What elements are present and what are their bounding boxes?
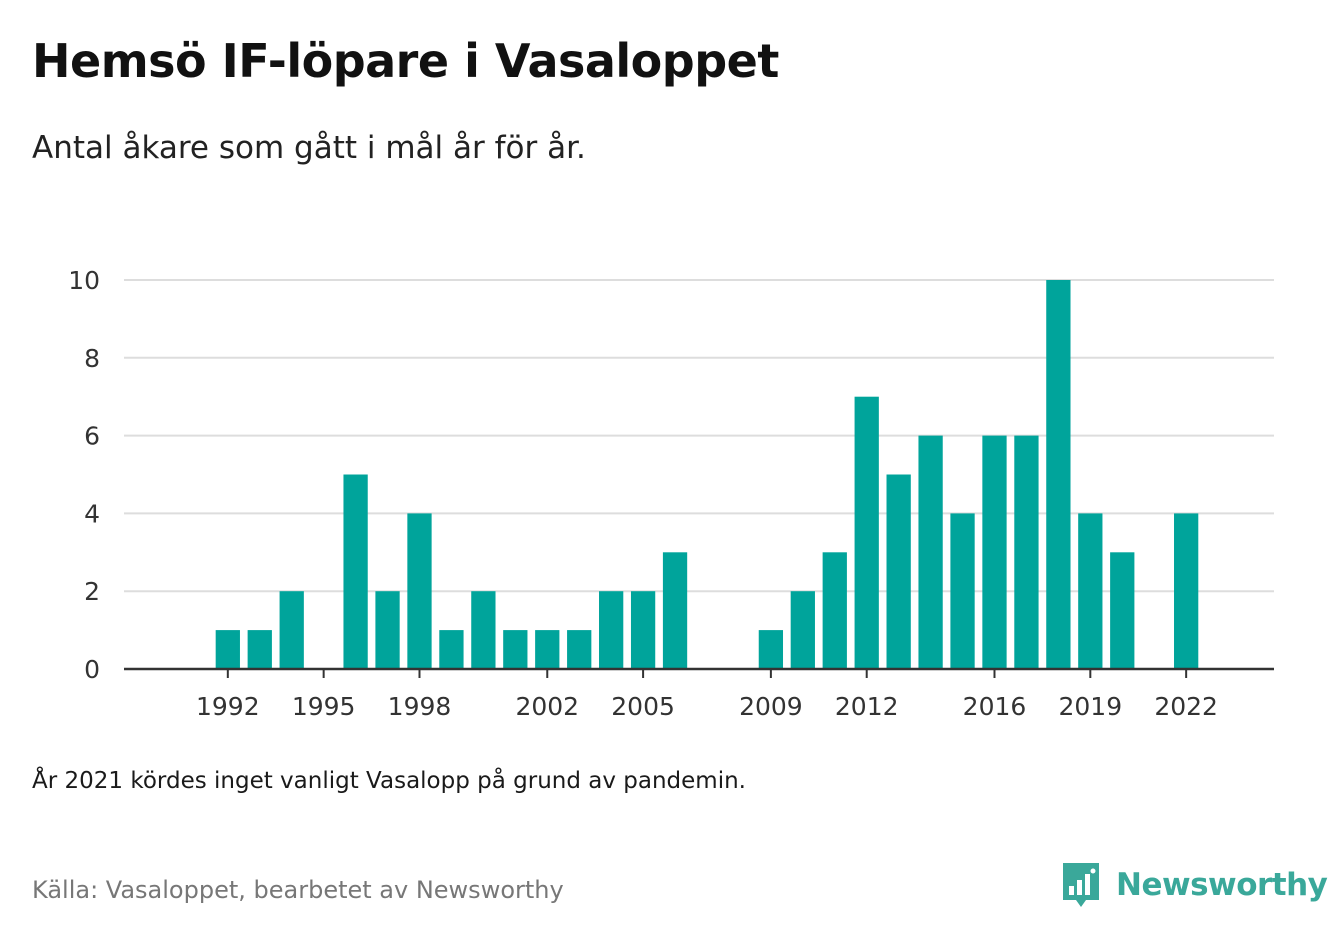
y-tick-label: 6	[84, 422, 100, 451]
bar-2000	[471, 591, 496, 669]
bar-2022	[1174, 513, 1199, 669]
chart-title: Hemsö IF-löpare i Vasaloppet	[32, 34, 779, 88]
bar-2012	[854, 396, 879, 669]
bar-1998	[407, 513, 432, 669]
bar-1997	[375, 591, 400, 669]
bar-2001	[503, 630, 528, 669]
source-text: Källa: Vasaloppet, bearbetet av Newswort…	[32, 876, 564, 904]
x-axis: 1992 1995 1998 2002 2005 2009 2012 2016 2019 2022	[124, 667, 1274, 721]
brand-name: Newsworthy	[1116, 867, 1328, 903]
bar-2005	[630, 591, 656, 669]
bar-2011	[822, 552, 847, 669]
x-tick-label: 2005	[611, 692, 675, 721]
bar-2006	[662, 552, 688, 669]
y-tick-label: 0	[84, 655, 100, 684]
bar-2004	[599, 591, 624, 669]
bar-2020	[1110, 552, 1135, 669]
y-tick-label: 8	[84, 344, 100, 373]
bar-2009	[758, 630, 784, 669]
y-tick-label: 10	[68, 266, 100, 295]
newsworthy-logo-icon	[1063, 863, 1099, 907]
bar-2002	[535, 630, 560, 669]
bar-2014	[918, 435, 943, 669]
newsworthy-logo[interactable]: Newsworthy	[1060, 860, 1328, 910]
y-tick-label: 2	[84, 577, 100, 606]
bar-2016	[982, 435, 1007, 669]
chart-subtitle: Antal åkare som gått i mål år för år.	[32, 130, 586, 166]
y-tick-label: 4	[84, 499, 100, 528]
bar-2017	[1014, 435, 1039, 669]
x-tick-label: 2002	[515, 692, 579, 721]
x-tick-label: 2016	[963, 692, 1027, 721]
x-tick-label: 2019	[1059, 692, 1123, 721]
x-tick-label: 1998	[388, 692, 452, 721]
x-tick-label: 1992	[196, 692, 260, 721]
bar-2015	[950, 513, 975, 669]
x-tick-label: 2022	[1154, 692, 1218, 721]
footnote: År 2021 kördes inget vanligt Vasalopp på…	[32, 768, 746, 794]
bar-2018	[1046, 280, 1071, 669]
bar-1993	[247, 630, 272, 669]
bar-2003	[567, 630, 592, 669]
bar-chart: 0 2 4 6 8 10 1992 1995 1998 2002 2005 2009 2012 2016…	[68, 266, 1274, 721]
x-tick-label: 1995	[292, 692, 356, 721]
x-tick-label: 2009	[739, 692, 803, 721]
bar-1992	[215, 630, 240, 669]
bar-1996	[343, 474, 368, 669]
bar-2010	[790, 591, 815, 669]
bar-2013	[886, 474, 911, 669]
y-axis-labels: 0 2 4 6 8 10	[68, 266, 100, 684]
bar-1999	[439, 630, 464, 669]
bar-2019	[1078, 513, 1103, 669]
x-tick-label: 2012	[835, 692, 899, 721]
bar-1994	[279, 591, 304, 669]
bars	[215, 280, 1199, 669]
